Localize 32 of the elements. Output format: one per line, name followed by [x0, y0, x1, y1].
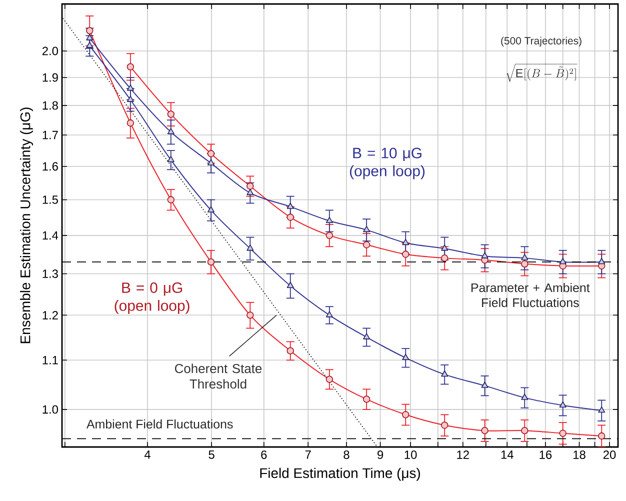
- y-tick-label: 1.1: [42, 356, 58, 364]
- y-tick-label: 1.8: [42, 101, 58, 110]
- y-tick-label: 1.7: [42, 130, 58, 140]
- ref-line-label: Ambient Field Fluctuations: [86, 419, 233, 429]
- y-tick-label: 1.2: [42, 310, 58, 320]
- y-tick-label: 1.5: [42, 196, 58, 204]
- x-tick-label: 5: [208, 450, 214, 459]
- y-tick-label: 1.3: [42, 270, 58, 278]
- x-tick-label: 6: [261, 450, 267, 459]
- annotation: (500 Trajectories): [501, 36, 582, 47]
- x-tick-label: 8: [344, 450, 350, 459]
- y-tick-label: 1.0: [42, 405, 58, 414]
- y-axis-title: Ensemble Estimation Uncertainty (μG): [20, 108, 34, 344]
- y-tick-label: 1.9: [42, 73, 58, 82]
- annotation: $\sqrt{\mathrm{E}[(B-\tilde{B})^2]}$: [506, 64, 578, 82]
- annotation: Coherent State Threshold: [174, 364, 262, 389]
- x-tick-label: 16: [540, 450, 552, 459]
- x-tick-label: 18: [574, 450, 586, 459]
- x-tick-label: 14: [501, 450, 514, 459]
- x-tick-label: 20: [603, 450, 616, 459]
- annotation: B = 10 μG (open loop): [350, 148, 425, 180]
- y-tick-label: 1.6: [42, 162, 58, 171]
- x-axis-title: Field Estimation Time (μs): [260, 468, 420, 481]
- x-tick-label: 4: [144, 450, 150, 459]
- y-tick-label: 2.0: [42, 46, 58, 56]
- x-tick-label: 9: [378, 450, 384, 459]
- x-tick-label: 10: [404, 450, 417, 459]
- ref-line-label: Parameter + Ambient Field Fluctuations: [471, 283, 590, 308]
- annotation: B = 0 μG (open loop): [114, 282, 190, 314]
- x-tick-label: 7: [305, 450, 311, 459]
- y-tick-label: 1.4: [42, 231, 58, 240]
- x-tick-label: 12: [457, 450, 469, 459]
